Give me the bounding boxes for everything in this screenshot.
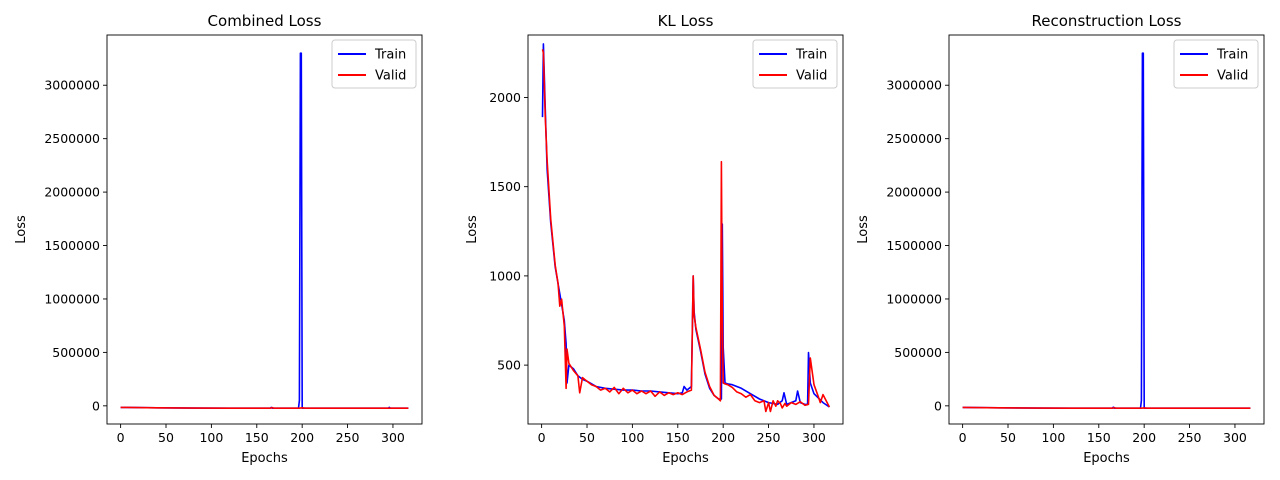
x-tick-label: 250 <box>1178 430 1202 445</box>
chart-title: Reconstruction Loss <box>1032 12 1182 30</box>
series-line-valid <box>541 49 831 413</box>
x-axis-label: Epochs <box>1083 451 1130 466</box>
x-tick-label: 200 <box>290 430 314 445</box>
y-tick-label: 500000 <box>894 345 942 360</box>
chart-panel-2: 0 50 100 150 200 250 300 500 1000 1500 2000 KL Loss… <box>465 12 844 466</box>
legend: Train Valid <box>752 39 838 89</box>
axes-frame <box>948 34 1265 425</box>
x-tick-label: 100 <box>1041 430 1065 445</box>
y-axis-label: Loss <box>14 215 29 244</box>
y-axis-label: Loss <box>465 215 480 244</box>
chart-panel-1: 0 50 100 150 200 250 300 0 500000 1000000 1500000 2… <box>14 12 423 466</box>
y-tick-label: 500000 <box>52 345 100 360</box>
x-tick-label: 50 <box>1000 430 1016 445</box>
x-tick-label: 200 <box>711 430 735 445</box>
y-tick-label: 2500000 <box>44 131 100 146</box>
legend-label-train: Train <box>374 48 406 63</box>
legend-label-train: Train <box>1216 48 1248 63</box>
x-tick-label: 0 <box>959 430 967 445</box>
y-tick-label: 1500000 <box>886 238 942 253</box>
legend-label-valid: Valid <box>375 69 406 84</box>
chart-title: KL Loss <box>658 12 714 30</box>
x-tick-label: 150 <box>666 430 690 445</box>
y-tick-label: 2000 <box>489 90 521 105</box>
legend: Train Valid <box>331 39 417 89</box>
y-tick-label: 500 <box>497 358 521 373</box>
y-tick-label: 3000000 <box>44 78 100 93</box>
legend-label-train: Train <box>795 48 827 63</box>
y-tick-label: 2500000 <box>886 131 942 146</box>
series-line-train <box>962 52 1251 410</box>
x-axis-label: Epochs <box>241 451 288 466</box>
x-tick-label: 300 <box>802 430 826 445</box>
x-tick-label: 50 <box>579 430 595 445</box>
x-tick-label: 150 <box>1087 430 1111 445</box>
legend-label-valid: Valid <box>796 69 827 84</box>
y-tick-label: 0 <box>934 398 942 413</box>
y-tick-label: 2000000 <box>886 185 942 200</box>
y-tick-label: 2000000 <box>44 185 100 200</box>
x-tick-label: 50 <box>158 430 174 445</box>
x-tick-label: 100 <box>620 430 644 445</box>
x-tick-label: 0 <box>538 430 546 445</box>
y-tick-label: 0 <box>92 398 100 413</box>
x-tick-label: 250 <box>757 430 781 445</box>
series-line-train <box>541 43 830 408</box>
x-tick-label: 300 <box>1223 430 1247 445</box>
x-tick-label: 0 <box>117 430 125 445</box>
y-tick-label: 1000000 <box>44 291 100 306</box>
y-tick-label: 1500 <box>489 179 521 194</box>
series-line-valid <box>962 406 1251 410</box>
x-axis-label: Epochs <box>662 451 709 466</box>
x-tick-label: 100 <box>199 430 223 445</box>
chart-panel-3: 0 50 100 150 200 250 300 0 500000 1000000 1500000 2… <box>856 12 1265 466</box>
y-tick-label: 3000000 <box>886 78 942 93</box>
y-axis-label: Loss <box>856 215 871 244</box>
x-tick-label: 300 <box>381 430 405 445</box>
y-tick-label: 1000 <box>489 268 521 283</box>
series-line-train <box>120 52 409 410</box>
y-tick-label: 1000000 <box>886 291 942 306</box>
y-tick-label: 1500000 <box>44 238 100 253</box>
axes-frame <box>527 34 844 425</box>
axes-frame <box>106 34 423 425</box>
chart-title: Combined Loss <box>208 12 322 30</box>
series-line-valid <box>120 406 409 410</box>
legend: Train Valid <box>1173 39 1259 89</box>
x-tick-label: 150 <box>245 430 269 445</box>
legend-label-valid: Valid <box>1217 69 1248 84</box>
x-tick-label: 200 <box>1132 430 1156 445</box>
x-tick-label: 250 <box>336 430 360 445</box>
